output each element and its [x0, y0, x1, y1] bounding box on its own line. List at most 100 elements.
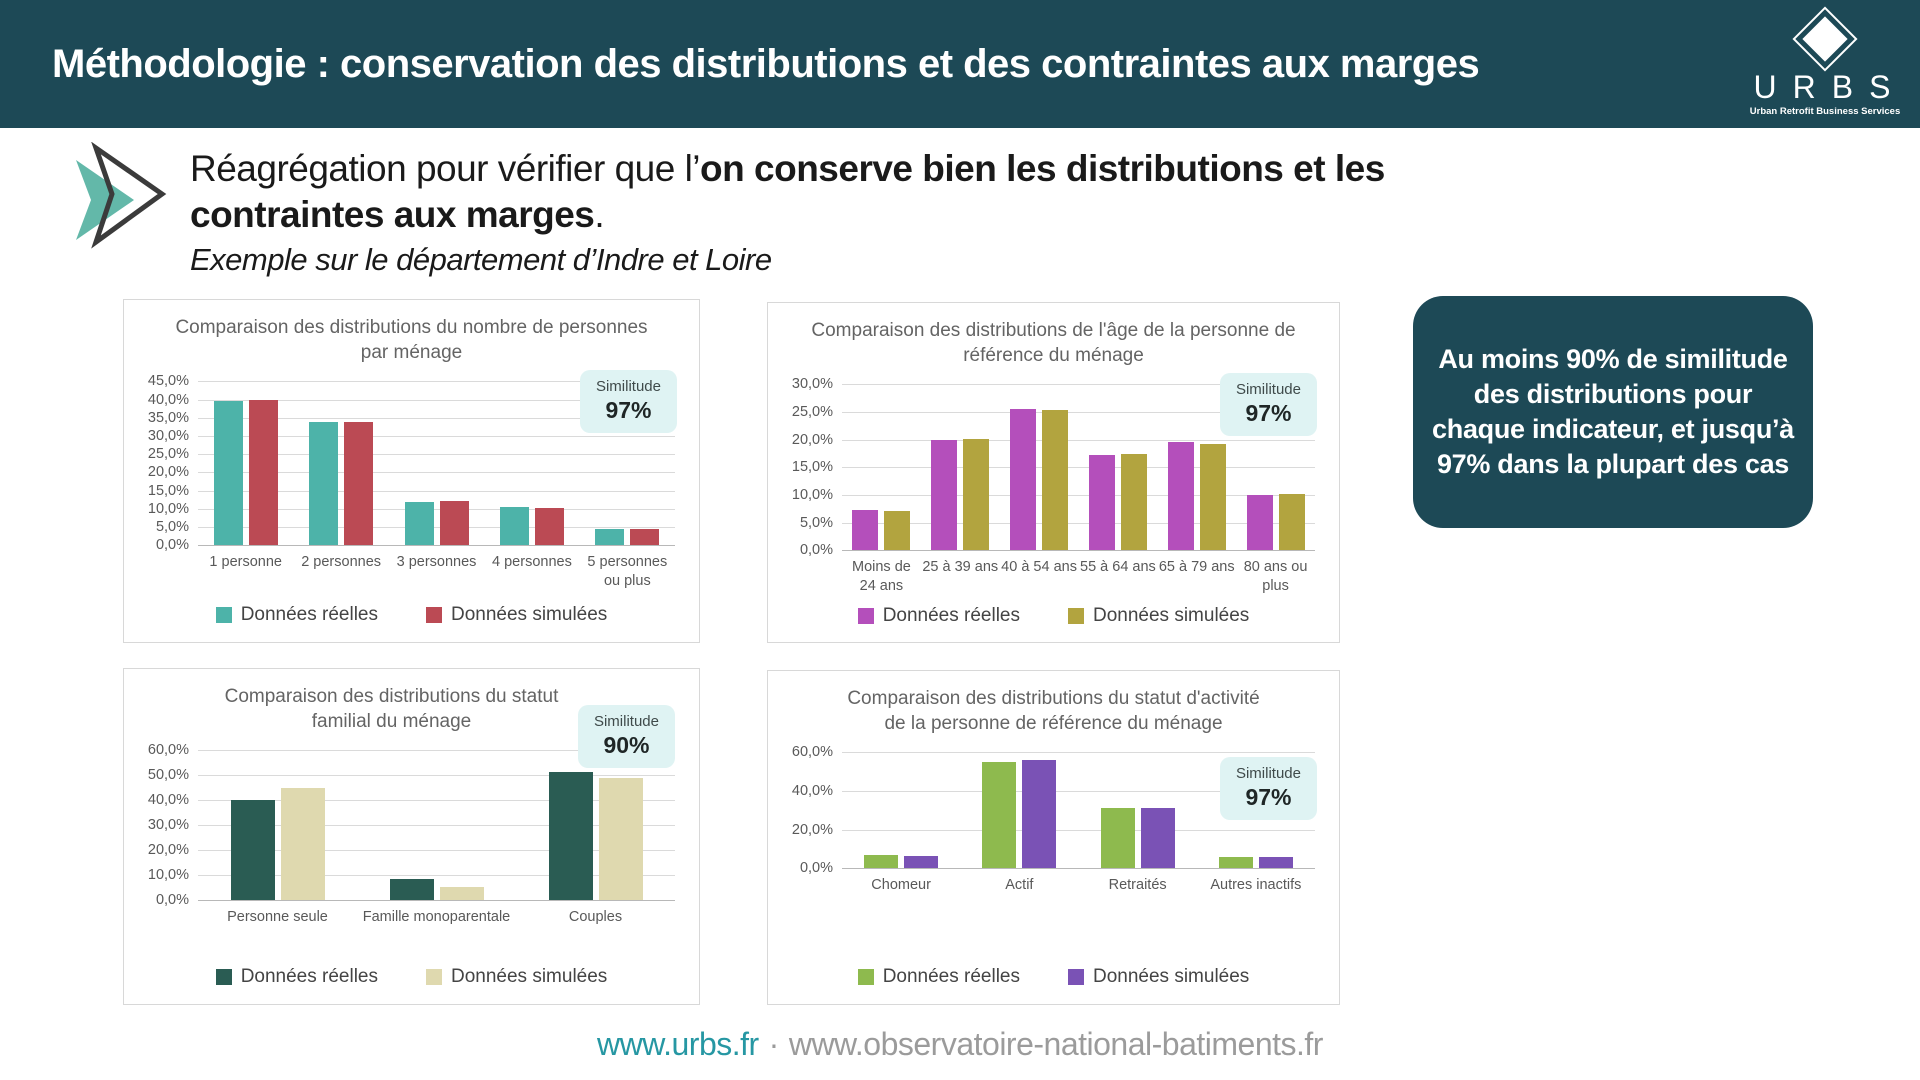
gridline — [198, 417, 675, 419]
arrow-outline — [91, 142, 167, 249]
intro-lead: Réagrégation pour vérifier que l’ — [190, 148, 701, 189]
chart-title: Comparaison des distributions du nombre … — [175, 317, 648, 363]
legend-swatch-icon — [857, 969, 874, 985]
bar — [598, 777, 643, 901]
bar — [1140, 808, 1175, 869]
x-axis-labels: Moins de 24 ans 25 à 39 ans 40 à 54 ans 55 … — [842, 550, 1315, 594]
y-tick-label: 10,0% — [791, 487, 833, 504]
bar — [439, 500, 469, 546]
bar — [904, 855, 939, 869]
y-tick-label: 15,0% — [791, 459, 833, 476]
y-tick-label: 20,0% — [147, 464, 189, 481]
bar — [963, 438, 990, 551]
similitude-label: Similitude — [595, 378, 661, 395]
chart-title: Comparaison des distributions de l'âge d… — [811, 320, 1296, 366]
bar-group — [389, 381, 484, 546]
intro-block: Réagrégation pour vérifier que l’on cons… — [190, 146, 1470, 278]
y-tick-label: 45,0% — [147, 373, 189, 390]
y-axis: 0,0% 20,0% 40,0% 60,0% — [782, 744, 842, 876]
bar — [213, 401, 243, 546]
bar-group — [842, 384, 921, 551]
bar — [1042, 410, 1069, 551]
gridline — [198, 454, 675, 456]
bar — [884, 511, 911, 551]
gridline — [198, 545, 675, 547]
bar — [1278, 493, 1305, 551]
y-tick-label: 0,0% — [799, 542, 833, 559]
bar-group — [1157, 384, 1236, 551]
y-tick-label: 60,0% — [791, 744, 833, 761]
bar — [534, 508, 564, 546]
gridline — [842, 439, 1315, 441]
bar-group — [580, 381, 675, 546]
gridline — [198, 490, 675, 492]
link-observatoire[interactable]: www.observatoire-national-batiments.fr — [788, 1026, 1324, 1062]
legend-label: Données simulées — [451, 604, 608, 625]
chart-legend: Données réelles Données simulées — [782, 595, 1325, 631]
similitude-value: 97% — [1245, 784, 1292, 810]
bar-group — [1078, 384, 1157, 551]
similitude-badge: Similitude 97% — [1219, 757, 1317, 820]
legend-item: Données simulées — [1068, 966, 1249, 988]
link-urbs[interactable]: www.urbs.fr — [597, 1026, 759, 1062]
y-tick-label: 20,0% — [791, 431, 833, 448]
bar-group — [198, 381, 293, 546]
bar — [1246, 495, 1273, 551]
header-bar: Méthodologie : conservation des distribu… — [0, 0, 1920, 128]
chart-legend: Données réelles Données simulées — [782, 956, 1325, 992]
callout-text: Au moins 90% de similitude des distribut… — [1432, 343, 1794, 480]
x-category-label: Couples — [568, 909, 623, 926]
page-title: Méthodologie : conservation des distribu… — [52, 41, 1480, 86]
bar — [548, 771, 593, 901]
urbs-logo: URBS Urban Retrofit Business Services — [1750, 6, 1900, 117]
gridline — [842, 829, 1315, 831]
y-tick-label: 40,0% — [147, 391, 189, 408]
similitude-badge: Similitude 97% — [579, 370, 677, 433]
bar-group — [960, 752, 1078, 869]
chart-legend: Données réelles Données simulées — [138, 956, 685, 992]
intro-subtitle: Exemple sur le département d’Indre et Lo… — [190, 241, 772, 277]
x-category-label: 65 à 79 ans — [1158, 559, 1235, 576]
y-axis: 0,0% 10,0% 20,0% 30,0% 40,0% 50,0% 60,0% — [138, 742, 198, 908]
bar-group — [198, 750, 357, 901]
arrow-icon — [76, 142, 167, 249]
plot-area — [842, 752, 1315, 870]
bar — [852, 509, 879, 551]
bar — [230, 800, 275, 901]
y-tick-label: 10,0% — [147, 867, 189, 884]
gridline — [198, 508, 675, 510]
bar-group — [484, 381, 579, 546]
y-tick-label: 50,0% — [147, 767, 189, 784]
gridline — [198, 750, 675, 752]
legend-label: Données simulées — [1093, 966, 1250, 987]
chart-title: Comparaison des distributions du statut … — [847, 688, 1260, 734]
bar-groups — [842, 384, 1315, 551]
x-category-label: 55 à 64 ans — [1080, 559, 1156, 576]
bar — [1120, 453, 1147, 551]
y-tick-label: 0,0% — [799, 860, 833, 877]
y-axis: 0,0% 5,0% 10,0% 15,0% 20,0% 25,0% 30,0% 35,0% 40… — [138, 373, 198, 553]
plot-area — [842, 384, 1315, 552]
y-tick-label: 40,0% — [791, 783, 833, 800]
gridline — [198, 472, 675, 474]
legend-swatch-icon — [1068, 607, 1084, 624]
bar-group — [921, 384, 1000, 551]
bar — [1022, 760, 1057, 869]
chart-card-household-size: Comparaison des distributions du nombre … — [123, 299, 700, 643]
bar — [248, 400, 278, 546]
y-tick-label: 5,0% — [799, 514, 833, 531]
y-tick-label: 30,0% — [147, 428, 189, 445]
footer-separator: · — [768, 1026, 780, 1062]
chart-card-age: Comparaison des distributions de l'âge d… — [767, 302, 1340, 643]
gridline — [842, 752, 1315, 754]
y-tick-label: 25,0% — [147, 446, 189, 463]
y-tick-label: 40,0% — [147, 792, 189, 809]
legend-label: Données simulées — [451, 966, 608, 987]
logo-tagline: Urban Retrofit Business Services — [1750, 106, 1900, 117]
similitude-badge: Similitude 90% — [577, 705, 675, 768]
bar-group — [1079, 752, 1197, 869]
legend-label: Données réelles — [240, 604, 378, 625]
bar — [931, 439, 958, 551]
legend-label: Données réelles — [882, 604, 1020, 626]
